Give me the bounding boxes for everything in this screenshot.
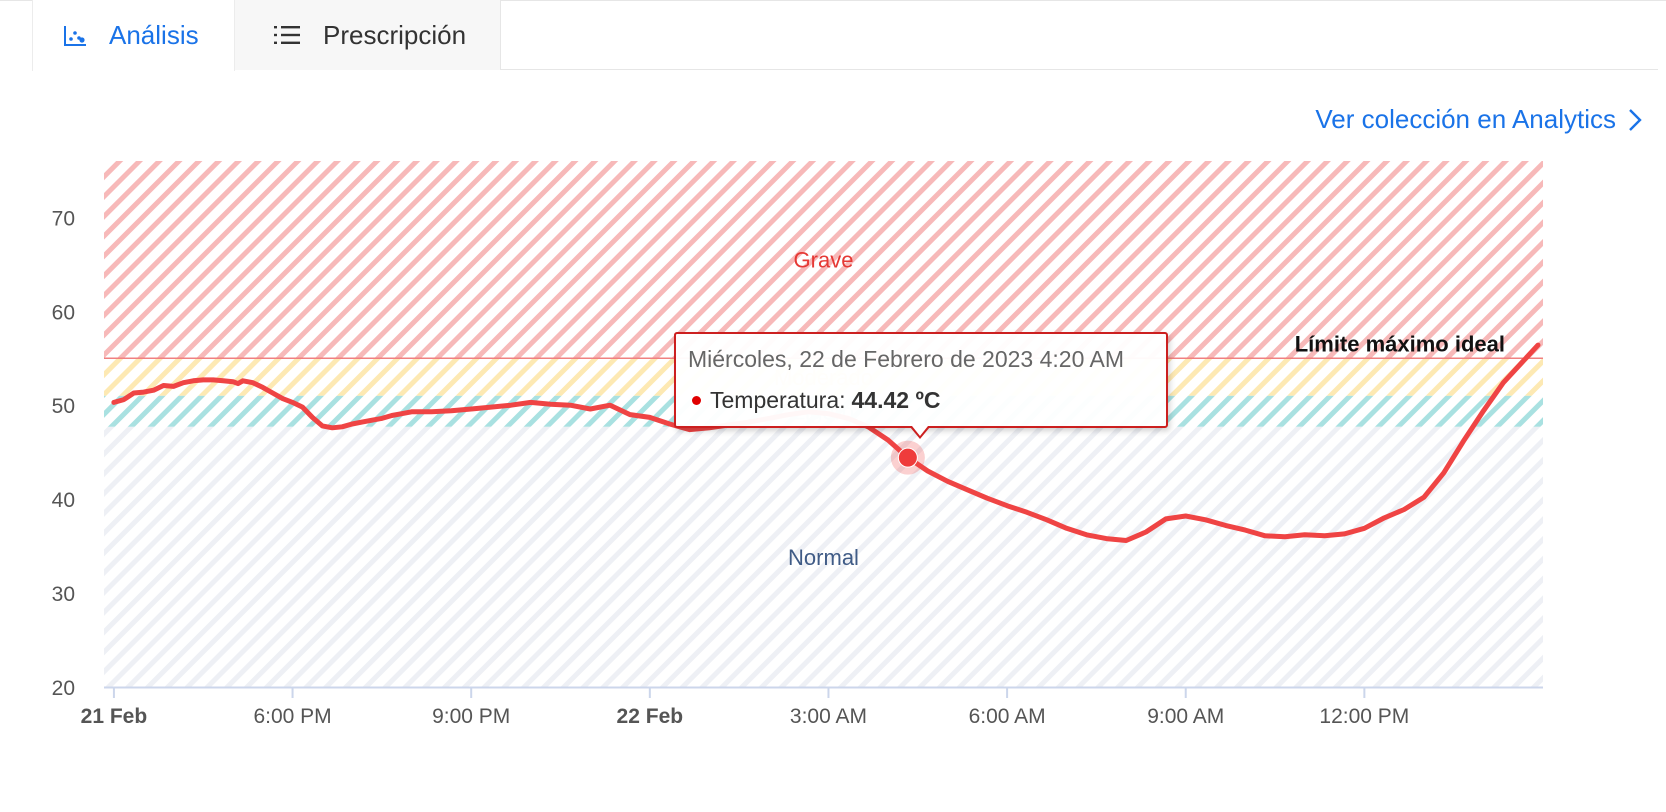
top-border — [0, 0, 1666, 1]
y-tick-label: 30 — [52, 583, 75, 606]
tab-prescripcion[interactable]: Prescripción — [235, 0, 501, 70]
chevron-right-icon — [1628, 108, 1642, 132]
x-tick-label: 21 Feb — [81, 705, 148, 728]
tooltip-row: Temperatura: 44.42 ºC — [688, 387, 1166, 414]
band-normal — [104, 426, 1543, 687]
series-line-temperatura — [111, 342, 1541, 543]
scatter-chart-icon — [63, 25, 87, 47]
list-icon — [273, 24, 301, 46]
x-tick-label: 12:00 PM — [1319, 705, 1409, 728]
x-tick-label: 6:00 PM — [253, 705, 331, 728]
tab-bar-border — [32, 69, 1658, 70]
y-tick-label: 20 — [52, 677, 75, 700]
x-tick-label: 22 Feb — [617, 705, 684, 728]
tab-analisis[interactable]: Análisis — [32, 0, 235, 71]
x-tick-label: 3:00 AM — [790, 705, 867, 728]
tooltip-series-label: Temperatura: — [710, 387, 846, 413]
x-tick-label: 9:00 AM — [1147, 705, 1224, 728]
x-tick-label: 9:00 PM — [432, 705, 510, 728]
tab-analisis-label: Análisis — [109, 20, 199, 50]
y-tick-label: 40 — [52, 489, 75, 512]
temperature-chart: GraveModeradoLigeroNormal 20304050607021… — [52, 161, 1543, 728]
tooltip-value: 44.42 ºC — [851, 387, 941, 413]
y-tick-label: 70 — [52, 207, 75, 230]
view-analytics-label: Ver colección en Analytics — [1315, 104, 1616, 134]
tooltip-title: Miércoles, 22 de Febrero de 2023 4:20 AM — [688, 346, 1124, 372]
highlight-point — [897, 447, 918, 468]
tab-bar: Análisis Prescripción — [32, 0, 501, 71]
view-analytics-link[interactable]: Ver colección en Analytics — [1315, 104, 1642, 135]
x-tick-label: 6:00 AM — [969, 705, 1046, 728]
y-tick-label: 50 — [52, 395, 75, 418]
band-label-normal: Normal — [788, 545, 859, 570]
tooltip-pointer-inner — [912, 426, 928, 436]
y-tick-label: 60 — [52, 301, 75, 324]
band-label-grave: Grave — [794, 248, 854, 273]
series-dot-icon — [692, 396, 701, 405]
chart-tooltip: Miércoles, 22 de Febrero de 2023 4:20 AM… — [674, 332, 1168, 428]
band-grave — [104, 161, 1543, 359]
plot-line-label: Límite máximo ideal — [1295, 331, 1505, 356]
tab-prescripcion-label: Prescripción — [323, 19, 467, 50]
